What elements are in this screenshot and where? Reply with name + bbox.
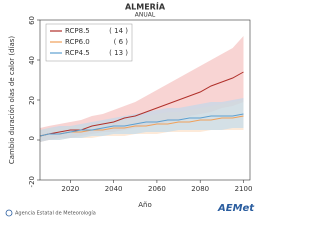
x-tick-label: 2080: [191, 185, 209, 193]
uncertainty-band: [40, 98, 244, 142]
x-tick-label: 2040: [105, 185, 123, 193]
y-tick-label: 40: [28, 56, 36, 65]
y-tick-label: -20: [28, 176, 36, 187]
x-tick-label: 2020: [61, 185, 79, 193]
legend-label: RCP6.0: [65, 38, 90, 46]
x-axis-label: Año: [138, 201, 152, 209]
chart-title: ALMERÍA: [125, 1, 166, 12]
legend-count: ( 14 ): [109, 27, 128, 35]
series-line: [39, 71, 244, 137]
legend-label: RCP4.5: [65, 49, 90, 57]
y-tick-label: 0: [28, 136, 36, 140]
agency-icon: [5, 209, 13, 217]
chart-subtitle: ANUAL: [135, 12, 156, 19]
chart: ALMERÍA ANUAL Cambio duración olas de ca…: [5, 1, 255, 217]
y-tick-label: 20: [28, 96, 36, 105]
x-tick-label: 2100: [235, 185, 253, 193]
series-line: [39, 113, 244, 137]
agency-logo: AEMet: [217, 203, 255, 214]
plot-frame: [39, 19, 251, 181]
x-tick-label: 2060: [148, 185, 166, 193]
agency-name: Agencia Estatal de Meteorología: [15, 210, 96, 217]
legend-count: ( 13 ): [109, 49, 128, 57]
y-tick-label: 60: [28, 16, 36, 25]
legend-count: ( 6 ): [114, 38, 129, 46]
legend-label: RCP8.5: [65, 27, 90, 35]
y-axis-label: Cambio duración olas de calor (días): [8, 36, 16, 165]
